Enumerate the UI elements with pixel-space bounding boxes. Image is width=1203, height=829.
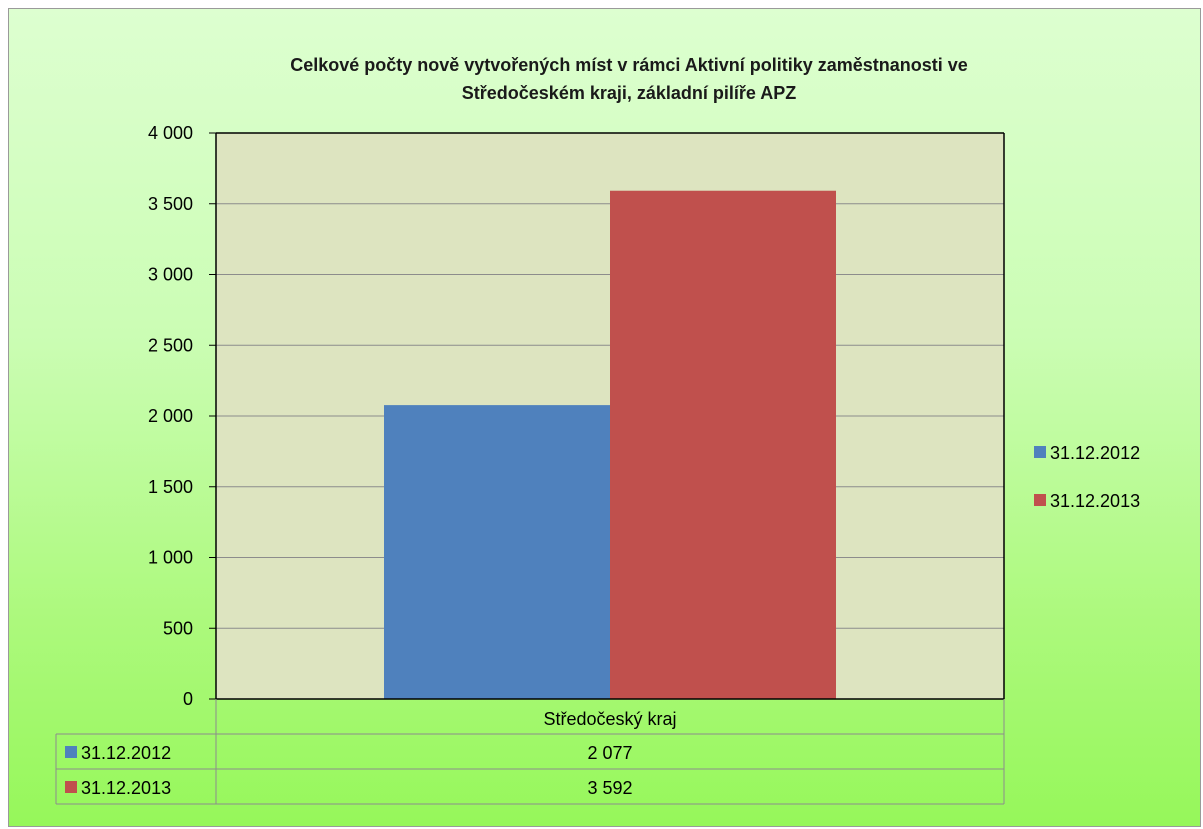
table-value: 2 077	[587, 743, 632, 763]
chart-title-line-1: Celkové počty nově vytvořených míst v rá…	[290, 55, 968, 75]
table-value: 3 592	[587, 778, 632, 798]
bar-series-0-Středočeský kraj	[384, 405, 610, 699]
y-tick-label: 4 000	[148, 123, 193, 143]
table-row-label: 31.12.2012	[81, 743, 171, 763]
x-category-label: Středočeský kraj	[543, 709, 676, 729]
chart-title-line-2: Středočeském kraji, základní pilíře APZ	[462, 83, 796, 103]
table-legend-key	[65, 746, 77, 758]
chart-legend: 31.12.2012 31.12.2013	[1034, 443, 1140, 511]
legend-label: 31.12.2013	[1050, 491, 1140, 511]
y-tick-label: 1 000	[148, 548, 193, 568]
y-tick-label: 2 000	[148, 406, 193, 426]
bar-series-1-Středočeský kraj	[610, 190, 836, 699]
legend-swatch	[1034, 494, 1046, 506]
y-tick-label: 0	[183, 689, 193, 709]
data-table: Středočeský kraj 31.12.2012 2 077 31.12.201…	[55, 699, 1005, 805]
chart-title: Celkové počty nově vytvořených míst v rá…	[290, 55, 968, 103]
legend-swatch	[1034, 446, 1046, 458]
plot-area: 0 500 1 000 1 500 2 000 2 500 3 000 3 500 4 000	[148, 123, 1005, 709]
y-tick-label: 3 000	[148, 265, 193, 285]
legend-label: 31.12.2012	[1050, 443, 1140, 463]
bar-chart: Celkové počty nově vytvořených míst v rá…	[55, 55, 1140, 805]
chart-area: Celkové počty nově vytvořených míst v rá…	[8, 8, 1201, 827]
table-row-label: 31.12.2013	[81, 778, 171, 798]
y-tick-label: 2 500	[148, 335, 193, 355]
y-tick-label: 1 500	[148, 477, 193, 497]
table-legend-key	[65, 781, 77, 793]
y-tick-label: 3 500	[148, 194, 193, 214]
y-tick-label: 500	[163, 618, 193, 638]
